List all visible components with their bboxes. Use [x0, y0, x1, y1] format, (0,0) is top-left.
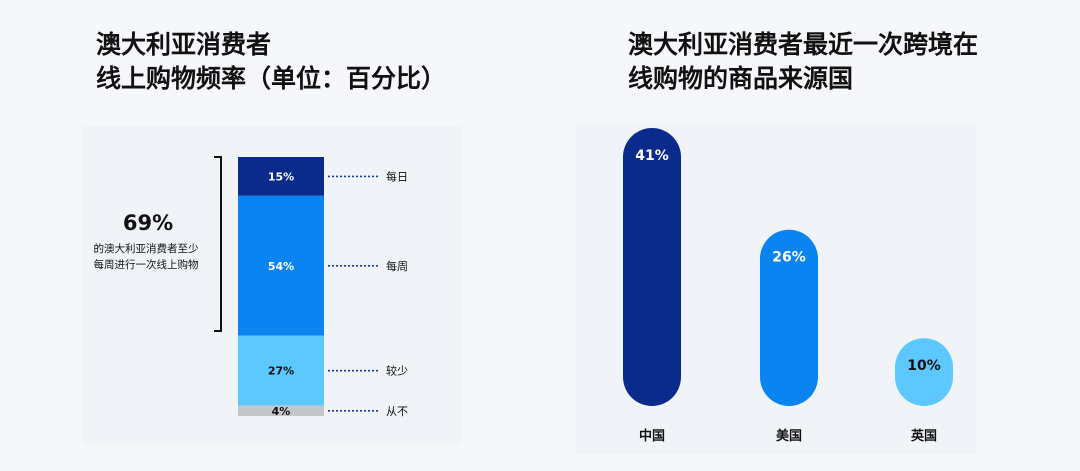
country-category-label-1: 美国 — [776, 428, 802, 444]
country-category-label-2: 英国 — [910, 428, 937, 444]
stack-segment-0 — [238, 157, 324, 196]
weekly-bracket — [214, 156, 222, 332]
country-value-label-2: 10% — [907, 358, 941, 374]
country-category-label-0: 中国 — [639, 428, 665, 444]
country-bar-0 — [623, 128, 681, 406]
left-title-line-2: 线上购物频率（单位：百分比） — [96, 64, 447, 93]
stack-segment-1 — [238, 195, 324, 336]
left-title-line-1: 澳大利亚消费者 — [96, 30, 272, 59]
stack-value-label-0: 15% — [268, 170, 294, 183]
stack-category-label-1: 每周 — [386, 259, 408, 273]
country-value-label-1: 26% — [772, 250, 806, 266]
right-title-line-2: 线购物的商品来源国 — [628, 64, 854, 93]
stacked-bar-chart: 15% 每日 54% 每周 27% 较少 4% 从不 — [238, 157, 408, 418]
annotation-line-1: 的澳大利亚消费者至少 — [94, 242, 199, 255]
stack-segment-2 — [238, 335, 324, 406]
right-chart-title: 澳大利亚消费者最近一次跨境在 线购物的商品来源国 — [628, 28, 978, 96]
annotation-line-2: 每周进行一次线上购物 — [94, 258, 199, 271]
stack-value-label-1: 54% — [268, 260, 294, 273]
right-title-line-1: 澳大利亚消费者最近一次跨境在 — [628, 30, 979, 59]
annotation-value: 69% — [123, 211, 173, 235]
stack-value-label-2: 27% — [268, 365, 294, 378]
stack-category-label-2: 较少 — [386, 364, 408, 378]
stack-category-label-0: 每日 — [386, 169, 408, 183]
stack-category-label-3: 从不 — [386, 405, 408, 418]
pill-bar-chart: 41% 中国 26% 美国 10% 英国 — [623, 128, 953, 444]
stack-segment-3 — [238, 405, 324, 416]
stack-value-label-3: 4% — [272, 405, 291, 418]
country-value-label-0: 41% — [635, 148, 669, 164]
country-bar-1 — [760, 229, 818, 406]
country-bar-2 — [895, 338, 953, 406]
left-chart-title: 澳大利亚消费者 线上购物频率（单位：百分比） — [96, 28, 446, 96]
